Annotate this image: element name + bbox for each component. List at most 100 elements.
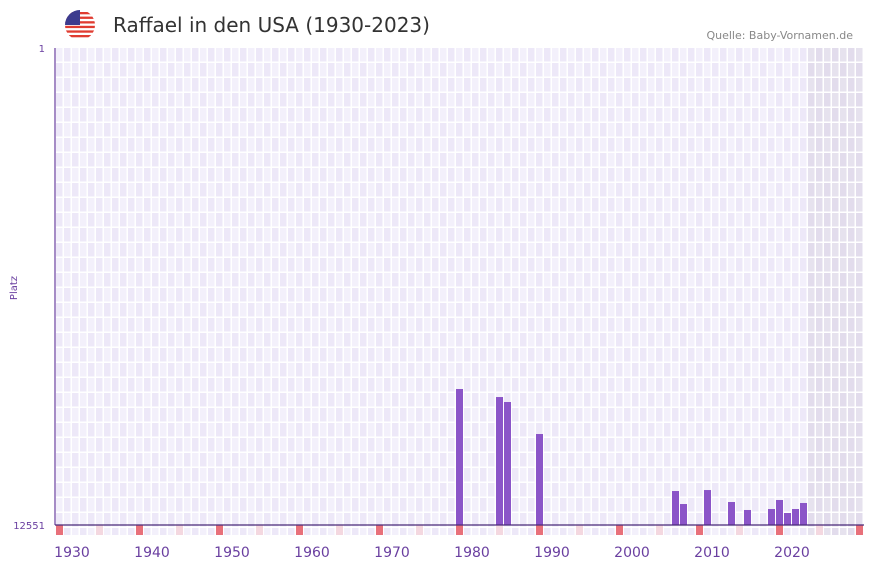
grid-cell bbox=[176, 363, 183, 377]
grid-cell bbox=[200, 288, 207, 302]
grid-cell bbox=[88, 423, 95, 437]
grid-cell bbox=[96, 513, 103, 527]
grid-cell bbox=[568, 78, 575, 92]
grid-cell bbox=[544, 393, 551, 407]
grid-cell bbox=[96, 468, 103, 482]
grid-cell bbox=[344, 78, 351, 92]
grid-cell bbox=[632, 93, 639, 107]
grid-cell bbox=[288, 168, 295, 182]
grid-cell bbox=[728, 303, 735, 317]
grid-cell bbox=[704, 438, 711, 452]
grid-cell bbox=[552, 363, 559, 377]
grid-cell bbox=[704, 258, 711, 272]
grid-cell bbox=[320, 423, 327, 437]
grid-cell bbox=[656, 498, 663, 512]
grid-cell bbox=[64, 108, 71, 122]
grid-cell bbox=[672, 63, 679, 77]
grid-cell bbox=[80, 288, 87, 302]
grid-cell bbox=[704, 468, 711, 482]
grid-cell bbox=[504, 108, 511, 122]
grid-cell bbox=[840, 453, 847, 467]
grid-cell bbox=[608, 153, 615, 167]
grid-cell bbox=[168, 123, 175, 137]
grid-cell bbox=[384, 258, 391, 272]
grid-cell bbox=[64, 168, 71, 182]
grid-cell bbox=[200, 228, 207, 242]
grid-cell bbox=[368, 288, 375, 302]
grid-cell bbox=[480, 183, 487, 197]
grid-cell bbox=[816, 483, 823, 497]
grid-cell bbox=[184, 483, 191, 497]
grid-cell bbox=[160, 108, 167, 122]
bar-2009 bbox=[704, 490, 711, 525]
grid-cell bbox=[496, 318, 503, 332]
grid-cell bbox=[648, 498, 655, 512]
grid-cell bbox=[96, 303, 103, 317]
grid-cell bbox=[776, 198, 783, 212]
grid-cell bbox=[672, 138, 679, 152]
grid-cell bbox=[664, 108, 671, 122]
grid-cell bbox=[464, 93, 471, 107]
grid-cell bbox=[384, 468, 391, 482]
grid-cell bbox=[80, 198, 87, 212]
grid-cell bbox=[672, 393, 679, 407]
grid-cell bbox=[464, 243, 471, 257]
grid-cell bbox=[128, 153, 135, 167]
grid-cell bbox=[496, 288, 503, 302]
grid-cell bbox=[856, 498, 863, 512]
grid-cell bbox=[512, 78, 519, 92]
grid-cell bbox=[544, 273, 551, 287]
grid-cell bbox=[384, 243, 391, 257]
grid-cell bbox=[816, 183, 823, 197]
grid-cell bbox=[176, 318, 183, 332]
grid-cell bbox=[816, 123, 823, 137]
grid-cell bbox=[400, 138, 407, 152]
grid-cell bbox=[216, 453, 223, 467]
grid-cell bbox=[672, 453, 679, 467]
grid-cell bbox=[304, 393, 311, 407]
grid-cell bbox=[656, 393, 663, 407]
decade-marker bbox=[856, 525, 863, 535]
grid-cell bbox=[192, 303, 199, 317]
grid-cell bbox=[480, 258, 487, 272]
grid-cell bbox=[352, 483, 359, 497]
grid-cell bbox=[184, 318, 191, 332]
grid-cell bbox=[824, 423, 831, 437]
grid-cell bbox=[136, 198, 143, 212]
grid-cell bbox=[792, 153, 799, 167]
grid-cell bbox=[432, 108, 439, 122]
grid-cell bbox=[408, 423, 415, 437]
grid-cell bbox=[632, 63, 639, 77]
grid-cell bbox=[64, 483, 71, 497]
grid-cell bbox=[224, 453, 231, 467]
grid-cell bbox=[224, 408, 231, 422]
grid-cell bbox=[424, 198, 431, 212]
grid-cell bbox=[520, 183, 527, 197]
grid-cell bbox=[648, 168, 655, 182]
grid-cell bbox=[600, 498, 607, 512]
grid-cell bbox=[768, 378, 775, 392]
grid-cell bbox=[576, 438, 583, 452]
grid-cell bbox=[472, 408, 479, 422]
grid-cell bbox=[792, 198, 799, 212]
grid-cell bbox=[520, 243, 527, 257]
grid-cell bbox=[280, 333, 287, 347]
grid-cell bbox=[56, 63, 63, 77]
bar-2014 bbox=[744, 509, 751, 525]
grid-cell bbox=[688, 393, 695, 407]
grid-cell bbox=[736, 498, 743, 512]
grid-cell bbox=[392, 363, 399, 377]
grid-cell bbox=[576, 453, 583, 467]
grid-cell bbox=[168, 423, 175, 437]
grid-cell bbox=[120, 153, 127, 167]
grid-cell bbox=[784, 363, 791, 377]
grid-cell bbox=[712, 288, 719, 302]
grid-cell bbox=[432, 78, 439, 92]
grid-cell bbox=[384, 93, 391, 107]
grid-cell bbox=[216, 78, 223, 92]
grid-cell bbox=[816, 78, 823, 92]
grid-cell bbox=[752, 423, 759, 437]
grid-cell bbox=[232, 288, 239, 302]
grid-cell bbox=[96, 153, 103, 167]
grid-cell bbox=[688, 453, 695, 467]
